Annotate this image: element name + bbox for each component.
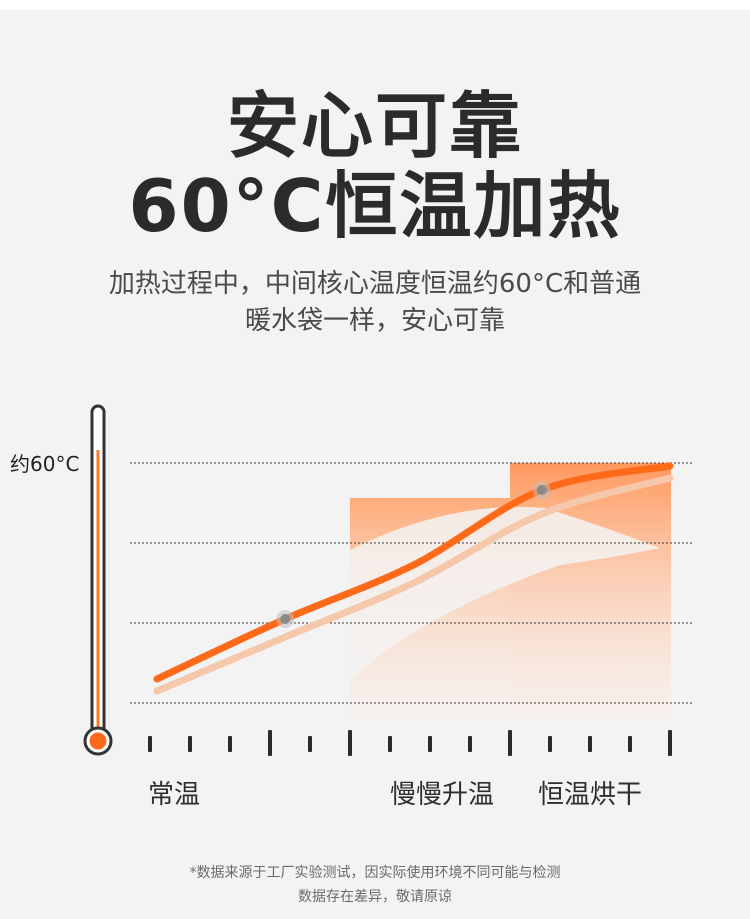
data-markers [276, 481, 551, 628]
data-marker [536, 485, 547, 495]
series-line-secondary [153, 474, 674, 695]
x-axis-tick [348, 730, 352, 756]
x-axis-tick [268, 730, 272, 756]
x-axis-categories: 常温 慢慢升温 恒温烘干 [148, 780, 642, 810]
subtitle-line-1: 加热过程中，中间核心温度恒温约60°C和普通 [108, 269, 642, 299]
x-axis-tick [668, 730, 672, 756]
temperature-chart: 约60°C 常温 慢慢升温 恒温烘干 [10, 404, 693, 810]
gridlines [130, 462, 693, 704]
series-line-primary [153, 462, 674, 683]
series-lines [153, 462, 674, 695]
top-band [0, 0, 750, 10]
x-axis-category-label: 常温 [148, 780, 200, 810]
y-mark-label: 约60°C [10, 452, 79, 476]
area-highlight [350, 506, 660, 680]
x-axis-tick [548, 736, 552, 752]
x-axis-tick [308, 736, 312, 752]
headline-line-1: 安心可靠 [226, 84, 523, 168]
footnote-line-2: 数据存在差异，敬请原谅 [298, 889, 452, 905]
data-marker [280, 614, 291, 624]
x-axis-ticks [148, 730, 672, 756]
x-axis-tick [188, 736, 192, 752]
footnote-line-1: *数据来源于工厂实验测试，因实际使用环境不同可能与检测 [189, 865, 561, 881]
thermometer-icon [83, 404, 113, 756]
x-axis-tick [628, 736, 632, 752]
x-axis-tick [588, 736, 592, 752]
thermometer-mercury [96, 450, 100, 730]
x-axis-tick [228, 736, 232, 752]
x-axis-category-label: 恒温烘干 [538, 780, 642, 810]
subtitle-line-2: 暖水袋一样，安心可靠 [244, 306, 505, 336]
x-axis-tick [428, 736, 432, 752]
x-axis-tick [388, 736, 392, 752]
headline-line-2: 60°C恒温加热 [128, 164, 622, 248]
x-axis-category-label: 慢慢升温 [390, 780, 494, 810]
x-axis-tick [148, 736, 152, 752]
thermometer-bulb-fill [89, 732, 107, 750]
x-axis-tick [468, 736, 472, 752]
x-axis-tick [508, 730, 512, 756]
